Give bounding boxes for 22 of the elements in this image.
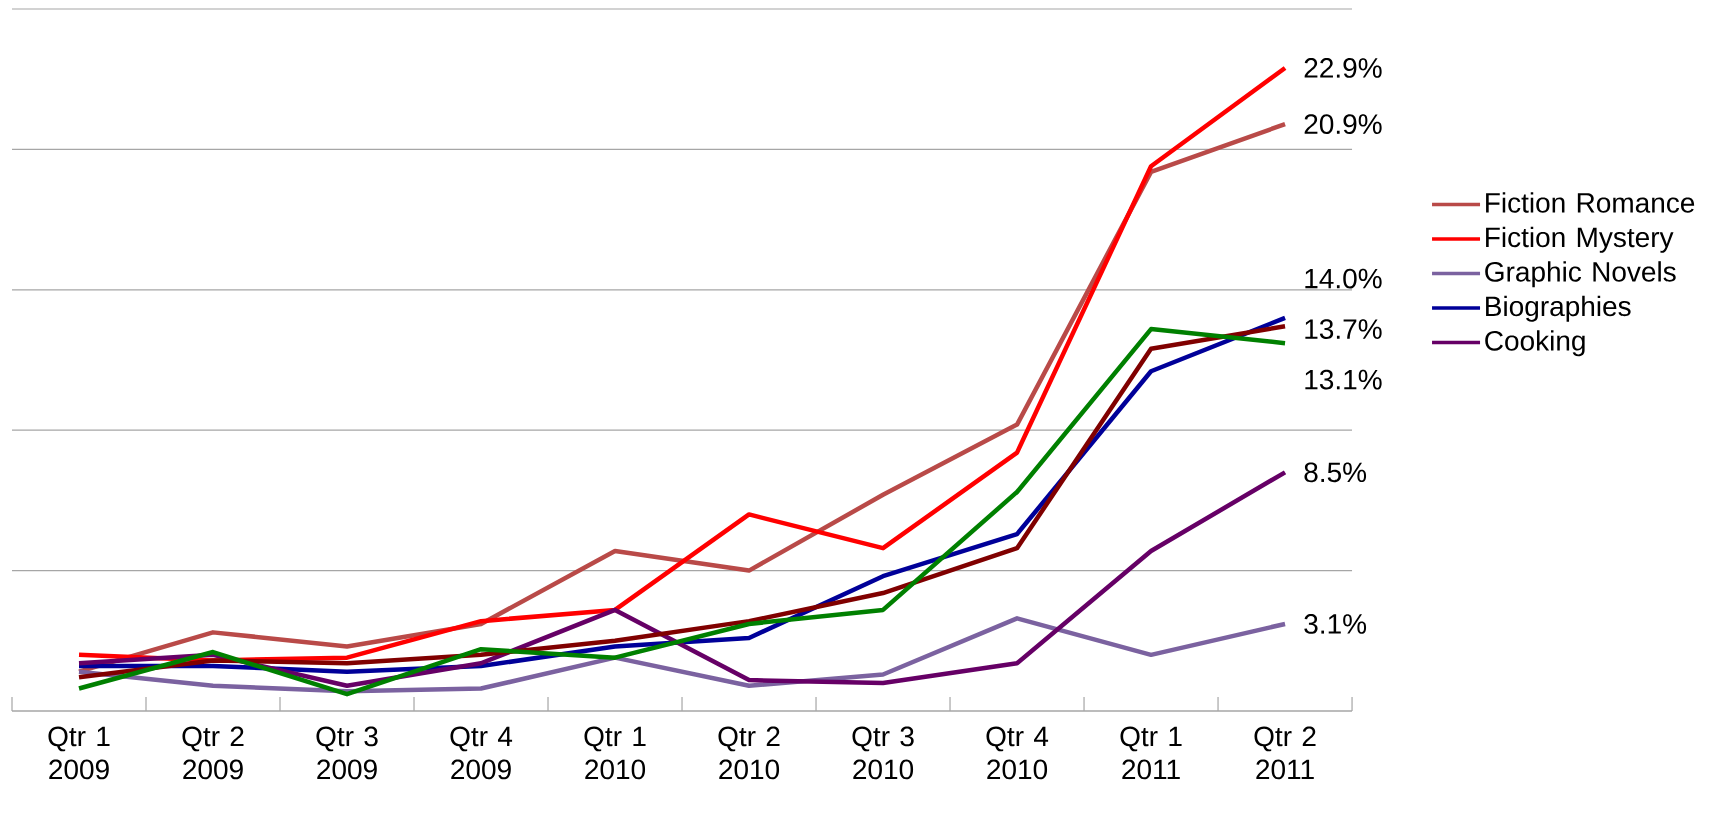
x-tick-label: Qtr 1 2011	[1120, 726, 1182, 780]
data-label: 13.1%	[1305, 369, 1382, 390]
legend-label: Graphic Novels	[1485, 261, 1676, 288]
data-label: 3.1%	[1304, 614, 1367, 634]
data-label: 8.5%	[1304, 462, 1367, 483]
x-tick-label: Qtr 1 2009	[48, 726, 110, 780]
x-tick-label: Qtr 2 2010	[718, 726, 780, 780]
x-tick-label: Qtr 3 2009	[316, 726, 378, 780]
x-tick-label: Qtr 4 2009	[450, 726, 513, 780]
legend-label: Fiction Romance	[1486, 192, 1695, 213]
data-label: 22.9%	[1304, 58, 1382, 78]
x-tick-label: Qtr 2 2011	[1254, 726, 1316, 780]
legend-label: Biographies	[1486, 295, 1631, 322]
data-label: 20.9%	[1304, 114, 1382, 135]
x-tick-label: Qtr 3 2010	[852, 726, 914, 780]
data-label: 13.7%	[1305, 319, 1382, 340]
legend-label: Fiction Mystery	[1486, 226, 1674, 253]
data-label: 14.0%	[1305, 268, 1382, 289]
x-tick-label: Qtr 2 2009	[182, 726, 244, 780]
legend-label: Cooking	[1485, 330, 1585, 357]
x-tick-label: Qtr 4 2010	[986, 726, 1049, 780]
x-tick-label: Qtr 1 2010	[584, 726, 646, 780]
